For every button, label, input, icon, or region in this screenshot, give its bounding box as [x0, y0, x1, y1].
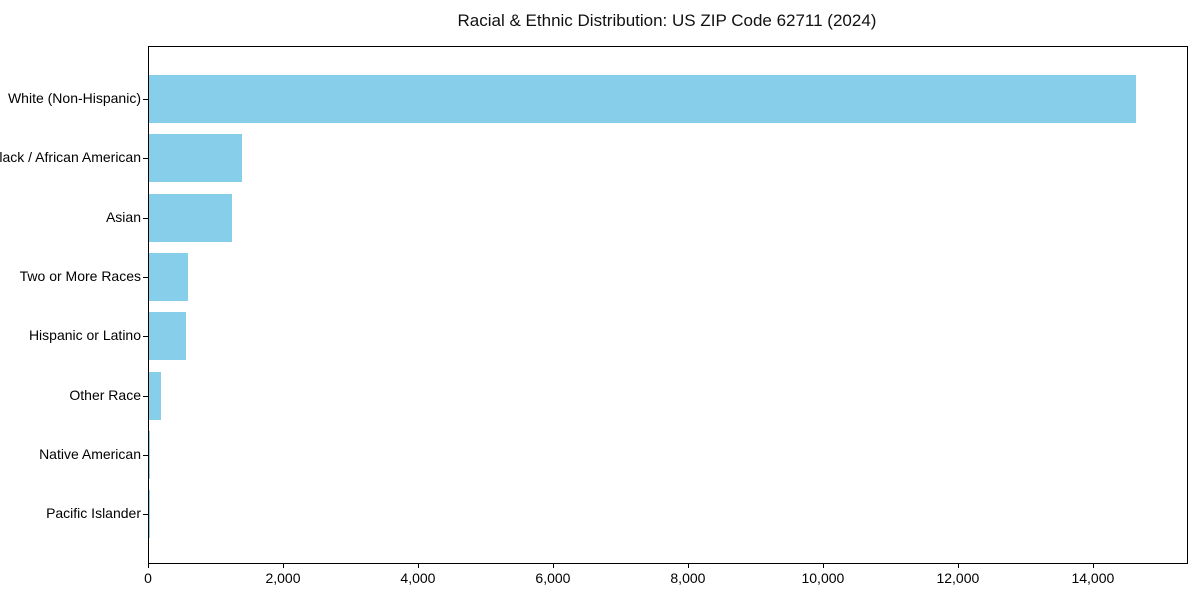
x-tick	[1092, 563, 1094, 568]
y-tick	[143, 514, 148, 516]
y-tick	[143, 217, 148, 219]
x-axis: 0 2,000 4,000 6,000 8,000 10,000 12,000 14,000	[144, 563, 1186, 593]
bar-hispanic-or-latino	[149, 312, 186, 361]
x-tick	[282, 563, 284, 568]
x-tick	[148, 563, 149, 568]
y-axis-label: Other Race	[69, 386, 141, 403]
y-tick	[143, 454, 148, 456]
y-tick	[143, 158, 148, 160]
y-axis-label: White (Non-Hispanic)	[7, 90, 141, 106]
bar-white-non-hispanic	[149, 75, 1136, 123]
x-tick-label: 0	[144, 570, 152, 586]
bar-two-or-more-races	[149, 252, 188, 301]
y-axis-label: Black / African American	[0, 149, 141, 166]
x-tick	[957, 563, 959, 568]
y-axis-label: Hispanic or Latino	[28, 327, 141, 344]
x-tick-label: 10,000	[801, 570, 845, 586]
x-tick	[417, 563, 419, 568]
x-tick	[822, 563, 824, 568]
x-tick-label: 14,000	[1071, 570, 1115, 586]
y-tick	[143, 395, 148, 397]
y-axis-label: Asian	[105, 208, 141, 225]
x-tick-label: 6,000	[535, 570, 571, 586]
x-tick-label: 2,000	[265, 570, 301, 586]
y-axis-label: Pacific Islander	[46, 505, 141, 522]
plot-area	[143, 46, 1188, 564]
bar-native-american	[149, 430, 150, 479]
y-tick	[143, 336, 148, 338]
x-tick-label: 4,000	[400, 570, 436, 586]
bar-black-african-american	[149, 134, 242, 183]
y-axis-labels: White (Non-Hispanic) Black / African Amer…	[0, 46, 141, 562]
x-tick	[687, 563, 689, 568]
y-axis-label: Native American	[39, 445, 141, 462]
y-tick	[143, 99, 148, 100]
x-tick	[552, 563, 554, 568]
y-tick	[143, 276, 148, 278]
x-tick-label: 8,000	[670, 570, 706, 586]
x-tick-label: 12,000	[936, 570, 980, 586]
y-axis-label: Two or More Races	[19, 267, 141, 284]
bar-asian	[149, 193, 232, 242]
bar-other-race	[149, 371, 161, 420]
chart-title: Racial & Ethnic Distribution: US ZIP Cod…	[457, 11, 877, 30]
